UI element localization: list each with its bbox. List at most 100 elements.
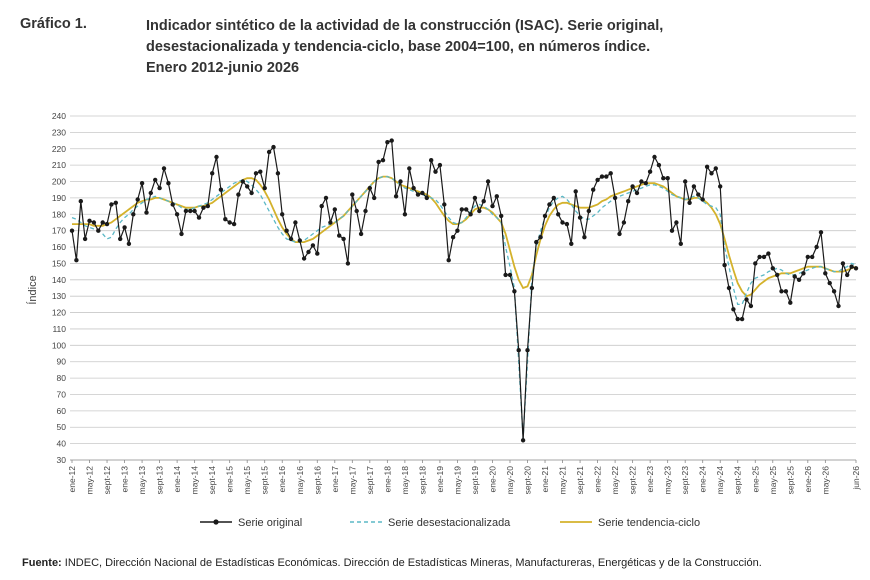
original-point bbox=[722, 262, 727, 268]
y-tick-label: 200 bbox=[52, 177, 66, 187]
y-tick-label: 240 bbox=[52, 111, 66, 121]
original-point bbox=[827, 280, 832, 286]
original-point bbox=[775, 272, 780, 278]
y-tick-label: 30 bbox=[57, 455, 67, 465]
y-tick-label: 100 bbox=[52, 340, 66, 350]
original-point bbox=[516, 348, 521, 353]
original-point bbox=[796, 277, 802, 282]
x-tick-label: sept-15 bbox=[260, 466, 270, 495]
original-point bbox=[210, 171, 215, 176]
original-point bbox=[770, 266, 775, 271]
original-point bbox=[683, 179, 688, 184]
original-point bbox=[262, 185, 267, 191]
original-point bbox=[560, 220, 565, 225]
x-tick-label: ene-17 bbox=[330, 466, 340, 493]
original-point bbox=[78, 199, 84, 204]
original-point bbox=[739, 316, 745, 322]
original-point bbox=[245, 184, 250, 189]
legend-label-tendencia: Serie tendencia-ciclo bbox=[598, 517, 700, 529]
original-point bbox=[849, 264, 854, 269]
original-point bbox=[499, 213, 504, 219]
original-point bbox=[131, 212, 136, 217]
y-tick-label: 120 bbox=[52, 308, 66, 318]
original-point bbox=[328, 220, 333, 225]
original-point bbox=[354, 208, 359, 214]
original-point bbox=[783, 289, 789, 294]
series-desestacionalizada bbox=[71, 175, 857, 439]
x-tick-label: ene-16 bbox=[277, 466, 287, 493]
original-point bbox=[323, 195, 329, 201]
original-point bbox=[599, 174, 605, 179]
x-tick-label: may-23 bbox=[663, 466, 673, 495]
original-point bbox=[704, 164, 710, 169]
original-point bbox=[450, 235, 456, 240]
original-point bbox=[753, 261, 758, 266]
x-tick-label: may-13 bbox=[137, 466, 147, 495]
x-tick-label: sept-17 bbox=[365, 466, 375, 495]
original-point bbox=[490, 203, 495, 209]
x-tick-label: sept-12 bbox=[102, 466, 112, 495]
original-point bbox=[407, 166, 412, 171]
original-point bbox=[477, 208, 482, 214]
original-point bbox=[577, 215, 583, 220]
y-tick-label: 170 bbox=[52, 226, 66, 236]
original-point bbox=[341, 236, 346, 242]
original-point bbox=[525, 348, 530, 353]
original-point bbox=[520, 438, 526, 443]
original-point bbox=[376, 159, 381, 165]
original-point bbox=[582, 235, 587, 240]
original-point bbox=[74, 258, 79, 263]
original-point bbox=[266, 149, 272, 155]
original-point bbox=[144, 210, 149, 215]
original-point bbox=[494, 194, 499, 199]
original-point bbox=[249, 190, 254, 196]
original-point bbox=[529, 285, 535, 291]
original-point bbox=[271, 144, 276, 150]
x-tick-label: sept-22 bbox=[628, 466, 638, 495]
original-point bbox=[573, 189, 578, 194]
original-point bbox=[196, 215, 202, 220]
original-point bbox=[442, 202, 447, 207]
original-point bbox=[174, 212, 180, 217]
original-point bbox=[109, 202, 114, 207]
original-point bbox=[459, 207, 464, 212]
original-point bbox=[415, 192, 421, 197]
original-point bbox=[310, 243, 316, 248]
original-point bbox=[569, 241, 574, 246]
original-point bbox=[393, 194, 399, 199]
x-tick-label: sept-24 bbox=[733, 466, 743, 495]
title-line-1: Indicador sintético de la actividad de l… bbox=[146, 18, 664, 34]
x-tick-label: sept-20 bbox=[523, 466, 533, 495]
original-point bbox=[503, 272, 508, 278]
original-point bbox=[551, 195, 556, 201]
original-point bbox=[183, 208, 189, 214]
x-tick-label: ene-20 bbox=[487, 466, 497, 493]
original-point bbox=[332, 207, 337, 212]
y-tick-label: 150 bbox=[52, 258, 66, 268]
original-point bbox=[122, 225, 127, 230]
original-point bbox=[139, 181, 145, 186]
x-tick-label: may-24 bbox=[715, 466, 725, 495]
x-tick-label: ene-22 bbox=[593, 466, 603, 493]
original-point bbox=[652, 154, 657, 160]
original-point bbox=[757, 254, 762, 260]
original-point bbox=[69, 228, 75, 233]
x-tick-label: may-12 bbox=[85, 466, 95, 495]
original-point bbox=[647, 169, 653, 174]
original-point bbox=[814, 244, 819, 250]
original-point bbox=[639, 179, 644, 184]
original-point bbox=[372, 195, 377, 201]
original-point bbox=[700, 197, 705, 202]
original-point bbox=[464, 207, 469, 212]
original-point bbox=[157, 185, 162, 191]
original-point bbox=[236, 192, 241, 197]
original-point bbox=[223, 217, 228, 222]
original-point bbox=[810, 254, 815, 260]
original-point bbox=[836, 303, 841, 309]
x-tick-label: ene-13 bbox=[120, 466, 130, 493]
original-point bbox=[766, 251, 771, 256]
original-point bbox=[253, 171, 259, 176]
original-point bbox=[709, 171, 714, 176]
original-point bbox=[214, 154, 219, 160]
original-point bbox=[779, 289, 784, 294]
